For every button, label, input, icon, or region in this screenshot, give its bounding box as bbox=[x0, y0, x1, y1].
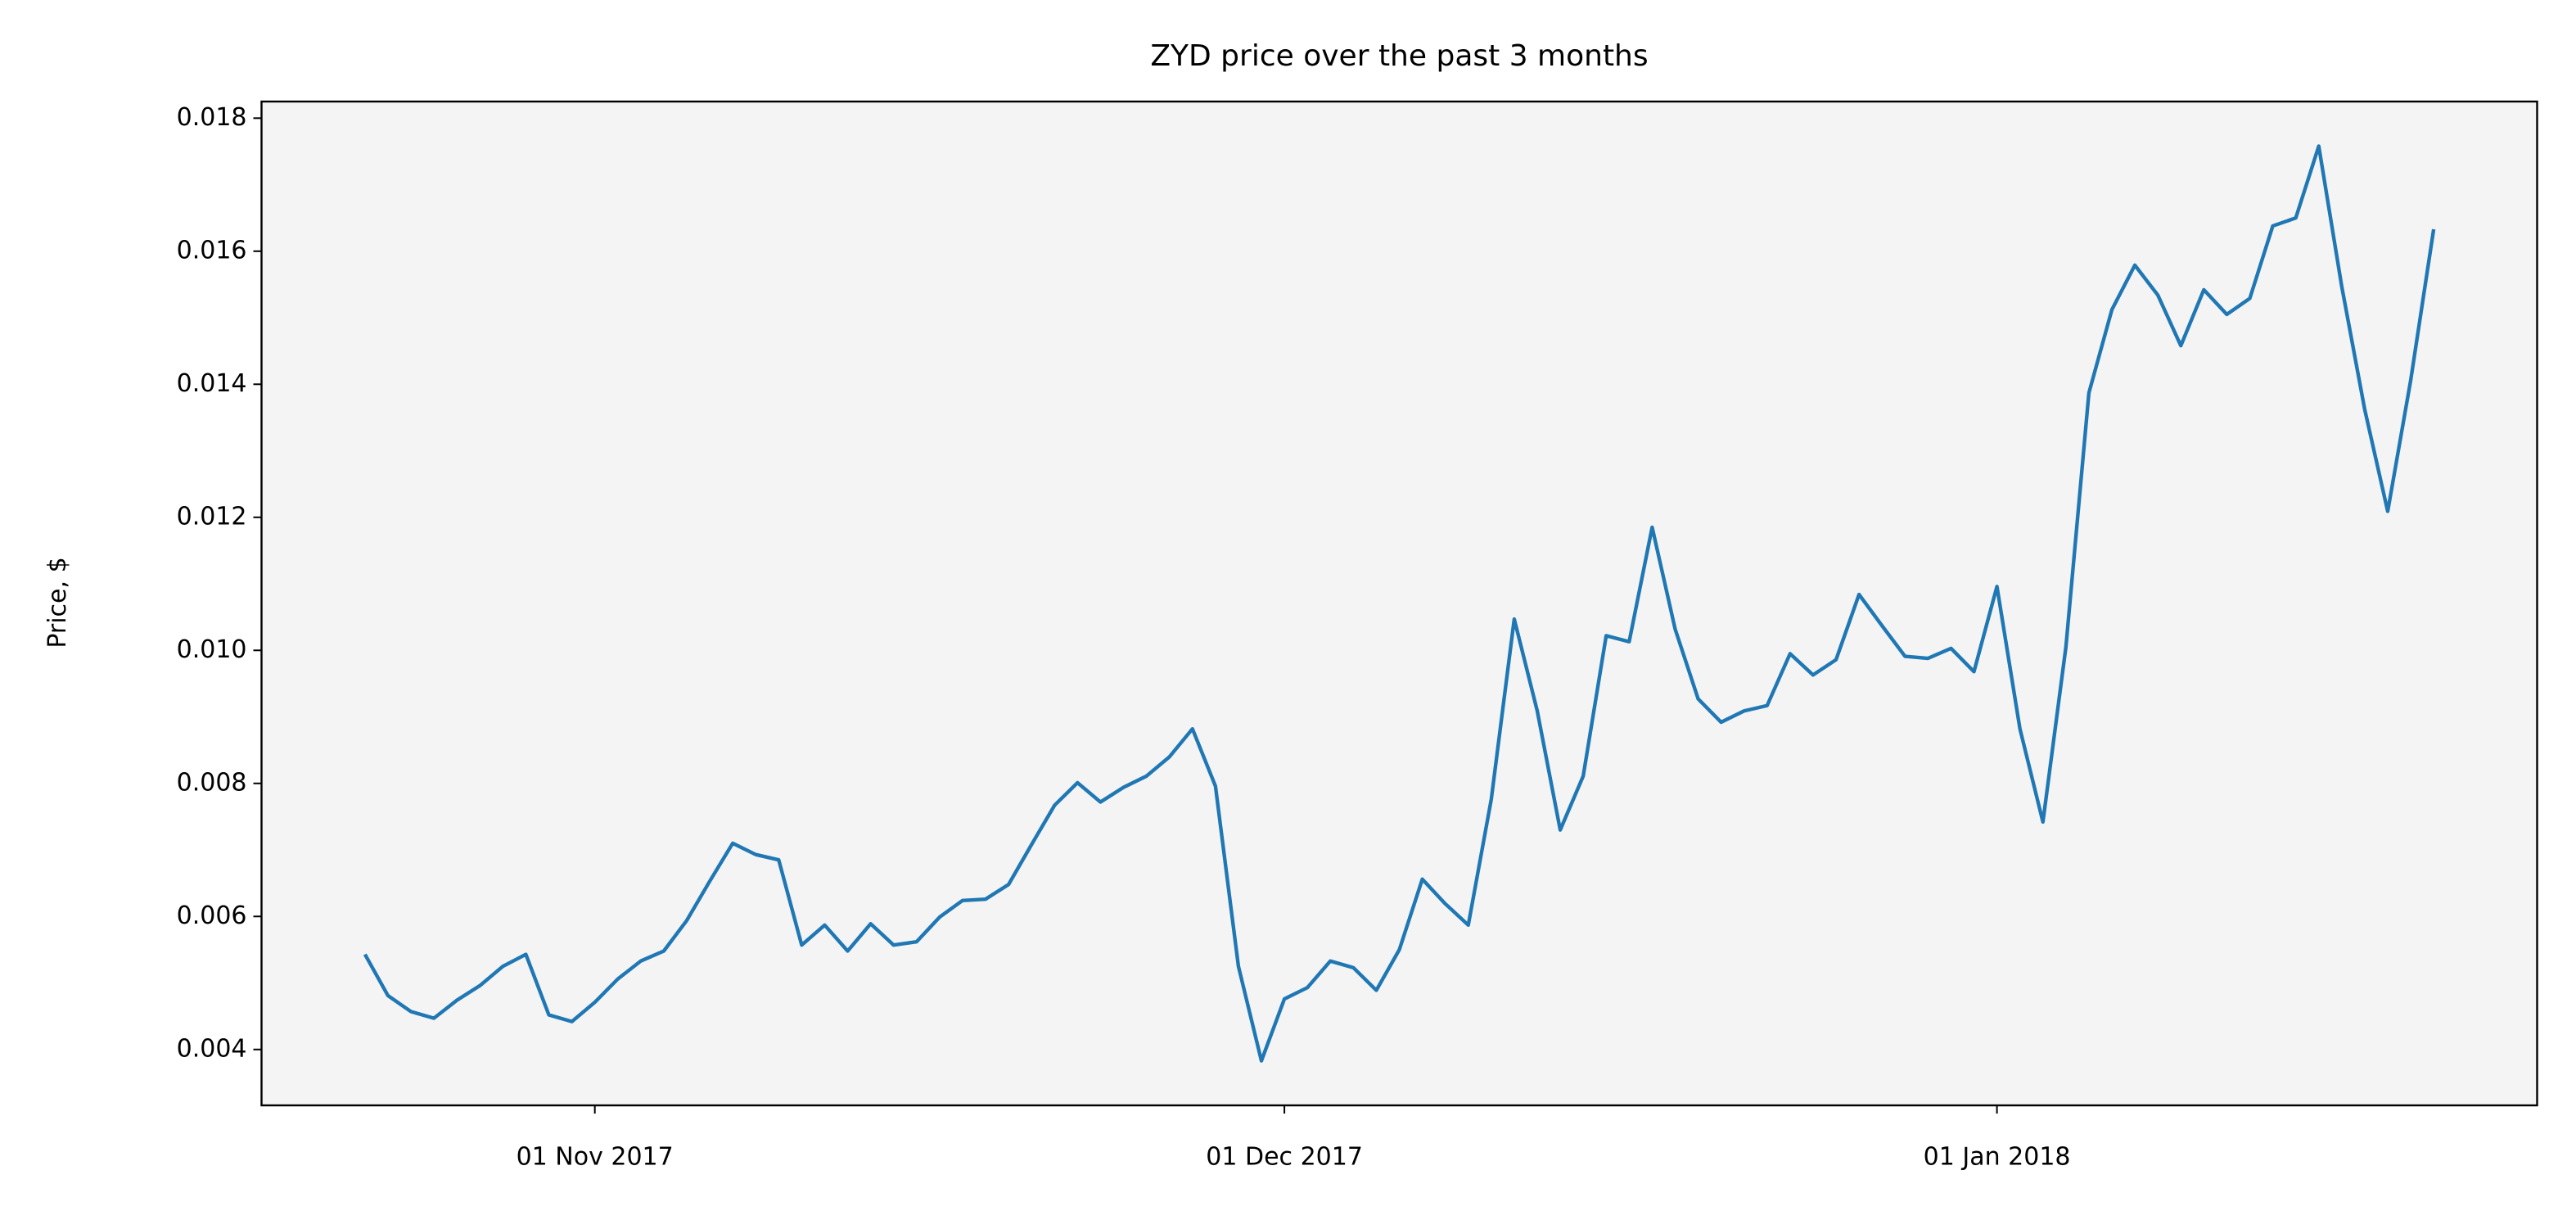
y-tick-label: 0.004 bbox=[177, 1034, 247, 1063]
y-tick-label: 0.006 bbox=[177, 901, 247, 930]
plot-area bbox=[261, 102, 2538, 1105]
y-tick-label: 0.010 bbox=[177, 635, 247, 664]
y-tick-label: 0.016 bbox=[177, 236, 247, 264]
x-tick-label: 01 Nov 2017 bbox=[517, 1143, 674, 1172]
y-axis-label: Price, $ bbox=[43, 557, 72, 648]
price-line bbox=[363, 144, 2436, 1063]
x-tick-label: 01 Jan 2018 bbox=[1924, 1143, 2071, 1172]
y-tick-label: 0.014 bbox=[177, 369, 247, 398]
y-tick-label: 0.012 bbox=[177, 502, 247, 531]
axes-frame bbox=[260, 100, 2538, 1107]
chart-title: ZYD price over the past 3 months bbox=[1150, 39, 1648, 73]
y-tick-label: 0.008 bbox=[177, 768, 247, 797]
x-tick-label: 01 Dec 2017 bbox=[1206, 1143, 1363, 1172]
y-tick-label: 0.018 bbox=[177, 103, 247, 132]
